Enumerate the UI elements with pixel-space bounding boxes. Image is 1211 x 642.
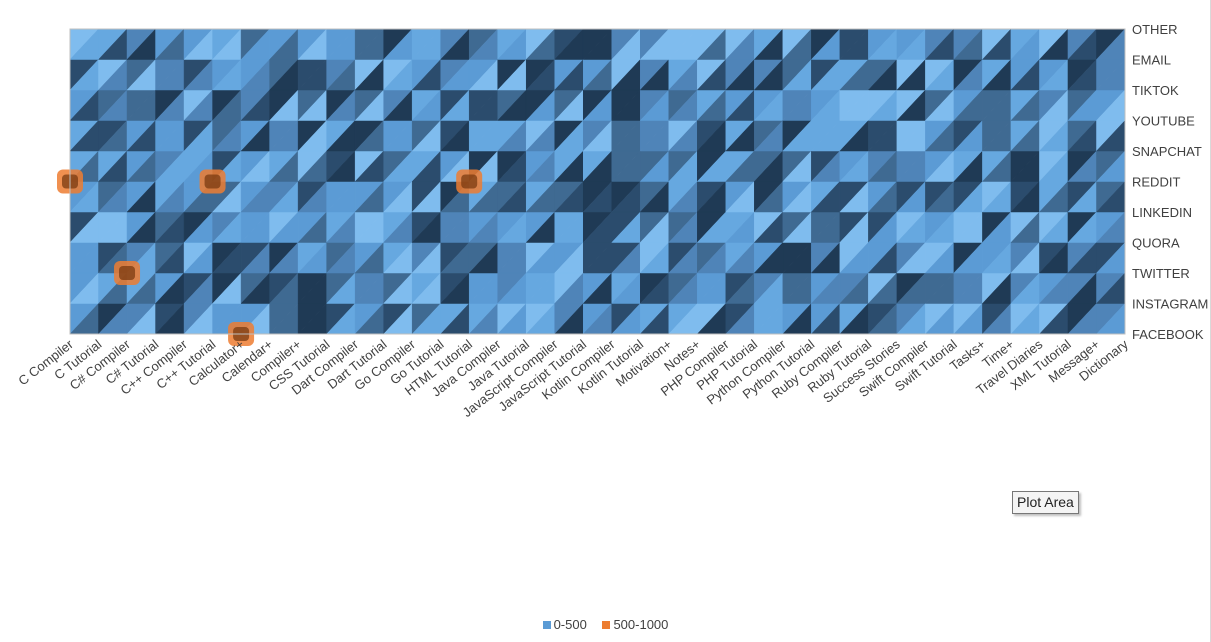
- legend-item-500-1000: 500-1000: [602, 617, 668, 632]
- plot-area-tooltip: Plot Area: [1012, 491, 1079, 514]
- highlight-core: [204, 174, 221, 189]
- y-tick-label: QUORA: [1132, 236, 1180, 251]
- highlight-core: [119, 266, 136, 280]
- legend-label-0-500: 0-500: [553, 617, 587, 632]
- legend-swatch-500-1000: [602, 621, 611, 629]
- y-tick-label: REDDIT: [1132, 175, 1180, 190]
- y-tick-label: TIKTOK: [1132, 83, 1179, 98]
- y-tick-label: TWITTER: [1132, 266, 1190, 281]
- legend-item-0-500: 0-500: [542, 617, 587, 632]
- y-tick-label: LINKEDIN: [1132, 205, 1192, 220]
- y-tick-label: SNAPCHAT: [1132, 144, 1202, 159]
- legend-label-500-1000: 500-1000: [613, 617, 669, 632]
- legend: 0-500 500-1000: [0, 617, 1211, 632]
- surface-grid: [69, 28, 1126, 335]
- y-tick-label: INSTAGRAM: [1132, 297, 1208, 312]
- plot-area-border: [69, 28, 1126, 335]
- y-tick-label: OTHER: [1132, 22, 1178, 37]
- y-tick-label: FACEBOOK: [1132, 327, 1204, 342]
- y-tick-label: YOUTUBE: [1132, 114, 1195, 129]
- highlight-core: [461, 174, 478, 189]
- y-tick-label: EMAIL: [1132, 53, 1171, 68]
- legend-swatch-0-500: [542, 621, 551, 629]
